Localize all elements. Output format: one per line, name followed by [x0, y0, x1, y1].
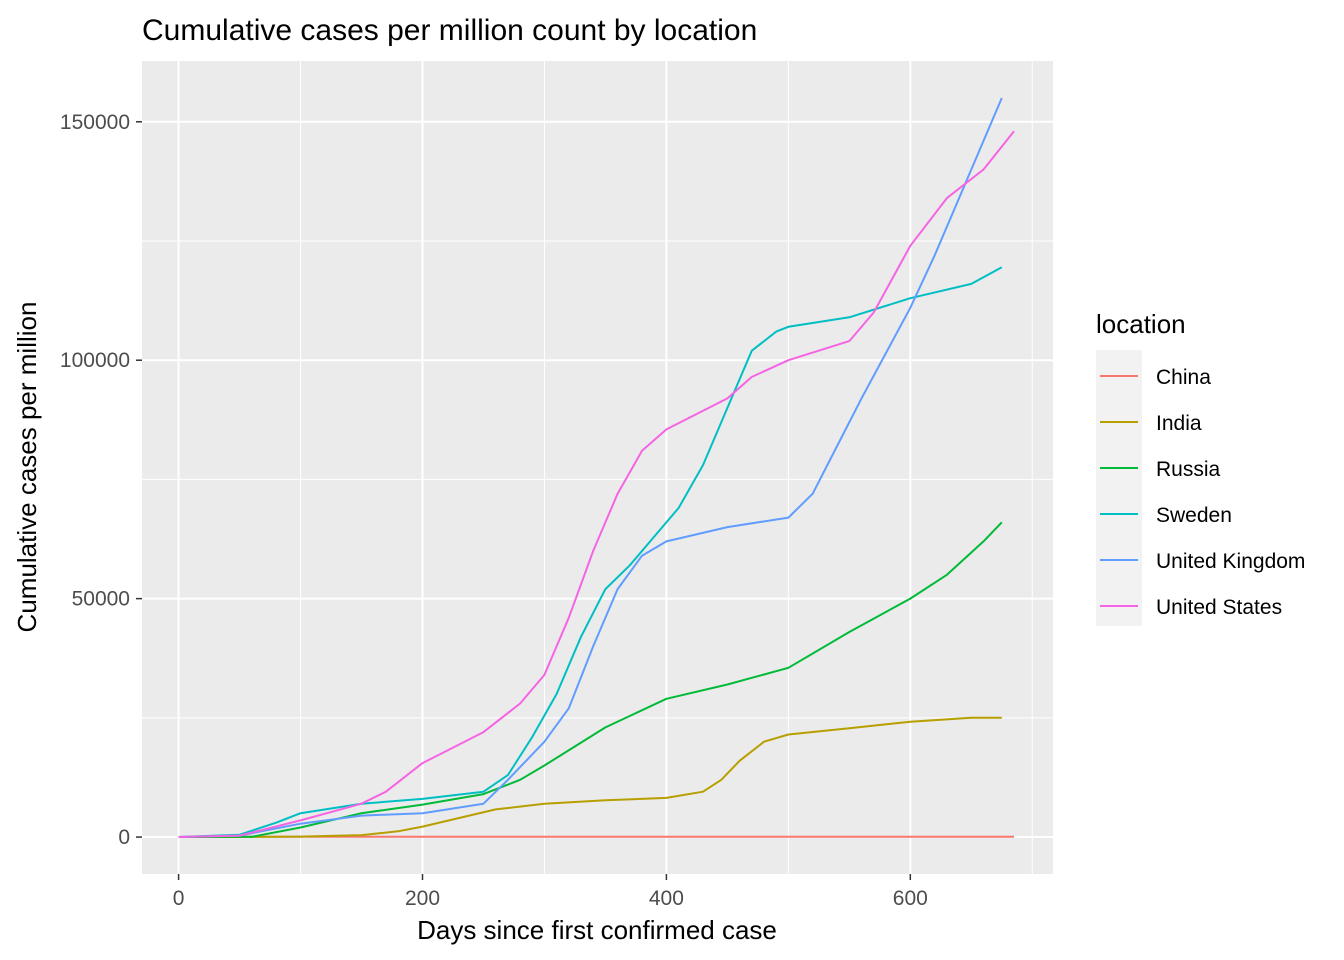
legend-label-china: China — [1156, 366, 1211, 389]
x-tick-label-600: 600 — [893, 887, 928, 910]
y-axis-title: Cumulative cases per million — [12, 302, 42, 633]
x-tick-label-200: 200 — [405, 887, 440, 910]
grid-minor — [142, 61, 1053, 874]
series-line-india — [178, 716, 1002, 838]
legend-title: location — [1096, 309, 1186, 339]
y-tick-label-150000: 150000 — [60, 111, 130, 134]
series-lines — [178, 97, 1015, 838]
x-tick-label-0: 0 — [173, 887, 185, 910]
series-line-united-states — [178, 130, 1015, 838]
legend-label-united-states: United States — [1156, 596, 1282, 619]
x-axis-title: Days since first confirmed case — [417, 915, 777, 945]
y-tick-label-0: 0 — [118, 826, 130, 849]
y-axis: 0 50000 100000 150000 — [60, 111, 142, 849]
chart-title: Cumulative cases per million count by lo… — [142, 14, 757, 47]
legend-items: China India Russia Sweden United Kingdom Unit… — [1100, 366, 1305, 619]
y-tick-label-100000: 100000 — [60, 349, 130, 372]
legend-key-area — [1096, 350, 1142, 626]
x-tick-label-400: 400 — [649, 887, 684, 910]
x-axis: 0 200 400 600 — [173, 874, 928, 910]
series-line-sweden — [178, 266, 1003, 838]
series-line-united-kingdom — [178, 97, 1003, 838]
legend-label-russia: Russia — [1156, 458, 1221, 481]
legend-label-india: India — [1156, 412, 1202, 435]
plot-panel — [142, 61, 1053, 874]
legend-label-united-kingdom: United Kingdom — [1156, 550, 1305, 573]
y-tick-label-50000: 50000 — [72, 588, 130, 611]
legend: location China India Russia Sweden United Ki… — [1096, 309, 1305, 626]
legend-label-sweden: Sweden — [1156, 504, 1232, 527]
